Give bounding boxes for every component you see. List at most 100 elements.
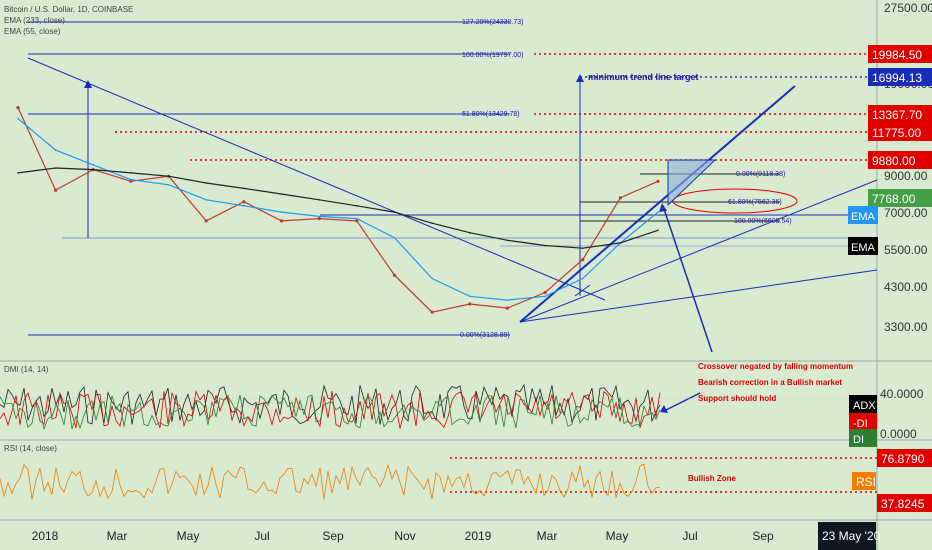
price-point — [16, 106, 20, 110]
dmi-legend: DMI (14, 14) — [4, 365, 49, 374]
price-badge — [868, 189, 932, 207]
price-point — [280, 211, 283, 213]
price-point — [469, 231, 471, 234]
symbol-title: Bitcoin / U.S. Dollar, 1D, COINBASE — [4, 5, 133, 14]
indicator-line — [0, 463, 661, 500]
price-point — [167, 184, 170, 186]
dmi-badge-label: DI — [853, 434, 864, 446]
price-point — [318, 215, 321, 218]
dmi-tick-40: 40.0000 — [880, 387, 924, 401]
date-tick: May — [177, 529, 200, 543]
price-point — [243, 187, 245, 190]
price-tick: 4300.00 — [884, 280, 928, 294]
current-date-label: 23 May '20 — [822, 529, 881, 543]
price-point — [431, 222, 433, 224]
date-tick: Mar — [107, 529, 128, 543]
fib-100: 100.00%(19797.00) — [462, 52, 524, 59]
price-point — [431, 277, 433, 280]
indicator-line — [0, 394, 661, 431]
price-point — [656, 179, 660, 183]
price-point — [544, 295, 546, 298]
price-point — [242, 200, 246, 204]
ema-badge — [848, 237, 878, 255]
fib-recent-0: 0.00%(9118.38) — [736, 171, 785, 178]
rsi-badge — [877, 494, 932, 512]
rsi-legend: RSI (14, close) — [4, 444, 57, 453]
price-badge-label: 11775.00 — [872, 126, 921, 140]
dmi-note-2: Bearish correction in a Bullish market — [698, 378, 842, 387]
price-badge — [868, 45, 932, 63]
price-point — [17, 117, 19, 120]
price-tick: 5500.00 — [884, 243, 928, 257]
dmi-tick-0: 0.0000 — [880, 427, 917, 441]
price-badge — [868, 123, 932, 141]
price-point — [392, 273, 397, 277]
dmi-badge-label: -DI — [853, 418, 868, 430]
ema55-legend: EMA (55, close) — [4, 27, 61, 36]
price-point — [318, 199, 321, 201]
dmi-badge-label: ADX — [853, 400, 876, 412]
indicator-line — [0, 390, 661, 429]
price-point — [130, 172, 132, 174]
date-tick: Nov — [394, 529, 415, 543]
price-badge-label: 9880.00 — [872, 154, 916, 168]
price-point — [581, 258, 585, 262]
price-badge-label: 16994.13 — [872, 71, 922, 85]
ema-badge — [848, 206, 878, 224]
price-tick: 7000.00 — [884, 206, 928, 220]
fib-618: 61.80%(13429.78) — [462, 111, 520, 118]
rsi-badge-label: 37.8245 — [881, 497, 925, 511]
ema-badge-label: EMA — [851, 211, 876, 223]
price-point — [92, 168, 95, 171]
fib-recent-618: 61.80%(7562.36) — [728, 199, 782, 206]
price-badge-label: 13367.70 — [872, 108, 922, 122]
current-date-badge — [818, 522, 876, 550]
date-tick: Jul — [254, 529, 269, 543]
ema233-legend: EMA (233, close) — [4, 16, 65, 25]
price-point — [619, 242, 622, 244]
price-tick: 27500.00 — [884, 1, 932, 15]
price-point — [355, 219, 359, 223]
price-point — [356, 217, 358, 220]
price-series-line — [17, 167, 659, 249]
dmi-badge — [849, 413, 877, 431]
date-tick: Sep — [322, 529, 344, 543]
price-point — [280, 193, 283, 195]
fib-127: 127.20%(24330.73) — [462, 19, 524, 26]
price-point — [356, 205, 358, 207]
fib-recent-100: 100.00%(6600.54) — [734, 218, 792, 225]
dmi-badge — [849, 429, 877, 447]
date-tick: Mar — [537, 529, 558, 543]
price-series-line — [17, 118, 659, 301]
price-point — [167, 175, 170, 177]
price-point — [279, 219, 284, 223]
price-point — [506, 299, 509, 301]
price-point — [243, 205, 245, 207]
rsi-badge — [852, 472, 876, 490]
price-point — [657, 211, 659, 213]
rsi-badge — [877, 449, 932, 467]
price-point — [468, 302, 472, 306]
fib-0: 0.00%(3128.89) — [460, 332, 510, 339]
price-point — [657, 229, 659, 232]
price-tick: 9000.00 — [884, 169, 928, 183]
price-point — [543, 290, 547, 295]
rsi-badge-label: 76.8790 — [881, 452, 925, 466]
price-point — [317, 217, 321, 221]
price-point — [469, 295, 471, 298]
price-point — [581, 247, 584, 249]
dmi-badge — [849, 395, 877, 413]
price-point — [505, 306, 509, 310]
price-badge-label: 19984.50 — [872, 48, 922, 62]
dmi-note-1: Crossover negated by falling momentum — [698, 362, 853, 371]
rsi-badge-label: RSI — [856, 475, 876, 489]
price-point — [204, 219, 208, 223]
price-badge — [868, 105, 932, 123]
price-point — [54, 167, 57, 169]
price-point — [129, 179, 133, 183]
date-tick: Sep — [752, 529, 774, 543]
price-point — [17, 172, 19, 174]
price-point — [506, 239, 509, 242]
indicator-line — [0, 383, 661, 425]
